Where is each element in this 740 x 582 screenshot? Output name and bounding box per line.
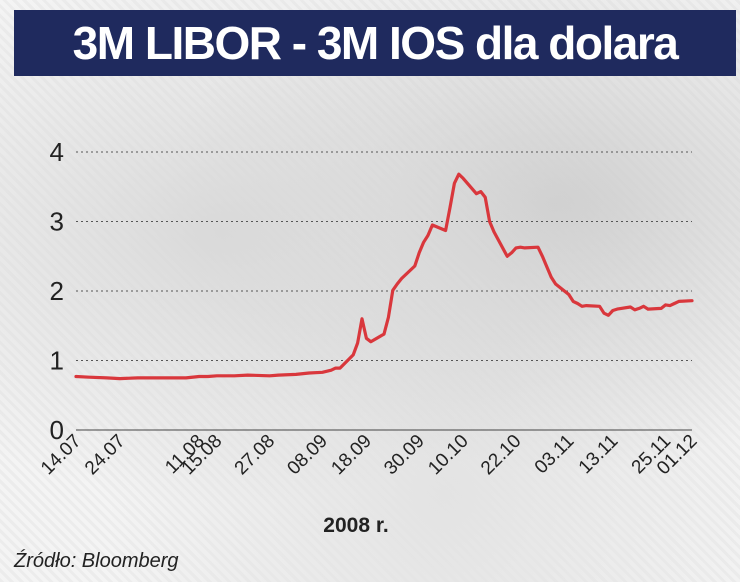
x-tick-label: 24.07 [81,431,129,479]
source-note: Źródło: Bloomberg [14,550,179,572]
x-tick-label: 22.10 [477,431,525,479]
y-tick-label: 3 [50,207,64,237]
series-layer [74,172,694,381]
x-tick-label: 08.09 [283,431,331,479]
gridlines [76,151,692,431]
y-tick-label: 1 [50,346,64,376]
x-tick-label: 27.08 [231,431,279,479]
y-tick-label: 2 [50,276,64,306]
title-banner: 3M LIBOR - 3M IOS dla dolara [14,10,736,76]
y-axis-ticks: 0 1 2 3 4 [50,137,64,445]
series-line [74,172,694,381]
y-tick-label: 0 [50,415,64,445]
x-axis-label: 2008 r. [323,514,388,537]
x-tick-label: 03.11 [531,431,578,478]
x-tick-label: 18.09 [327,431,375,479]
chart-title: 3M LIBOR - 3M IOS dla dolara [72,17,679,69]
x-tick-label: 13.11 [575,431,622,478]
x-tick-label: 30.09 [380,431,428,479]
y-tick-label: 4 [50,137,64,167]
x-tick-label: 10.10 [424,431,472,479]
